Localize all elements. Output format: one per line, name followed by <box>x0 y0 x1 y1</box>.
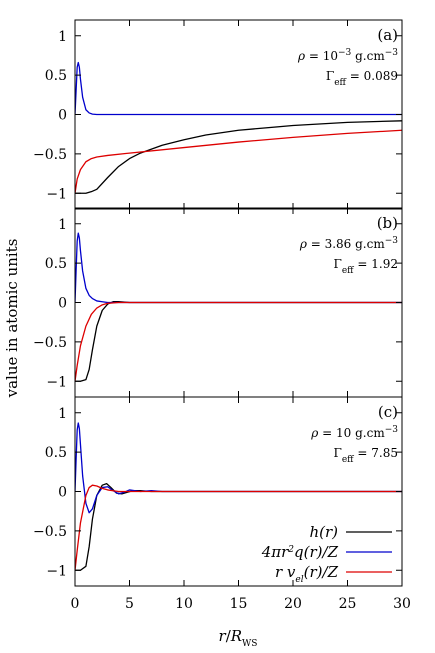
y-tick-label: 0 <box>58 108 67 124</box>
x-tick-label: 5 <box>125 596 134 612</box>
x-tick-label: 0 <box>71 596 80 612</box>
density-annotation: ρ = 3.86 g.cm−3 <box>299 236 398 251</box>
series-line <box>75 301 402 382</box>
series-line <box>75 129 402 194</box>
series-line <box>75 301 402 382</box>
density-annotation: ρ = 10−3 g.cm−3 <box>297 48 398 63</box>
y-tick-label: 0 <box>58 485 67 501</box>
panel-tag: (b) <box>377 214 398 232</box>
y-tick-label: −1 <box>46 563 67 579</box>
y-tick-label: 0.5 <box>45 445 67 461</box>
series-line <box>75 482 402 571</box>
y-tick-label: −0.5 <box>33 335 67 351</box>
chart-legend: h(r) 4πr2q(r)/Z r vel(r)/Z <box>261 523 392 585</box>
x-tick-label: 25 <box>339 596 357 612</box>
panel-3: −1−0.500.510 5 10 15 20 25 30(c)ρ = 10 g.cm−3Γ… <box>33 396 411 612</box>
legend-label: h(r) <box>309 523 338 541</box>
series-line <box>75 232 402 304</box>
y-tick-label: 0.5 <box>45 68 67 84</box>
gamma-annotation: Γeff = 0.089 <box>326 69 398 88</box>
series-line <box>75 484 402 571</box>
x-tick-label: 15 <box>230 596 248 612</box>
y-tick-label: 1 <box>58 406 67 422</box>
y-tick-label: −1 <box>46 186 67 202</box>
x-tick-label: 30 <box>393 596 411 612</box>
y-tick-label: 1 <box>58 29 67 45</box>
panel-tag: (c) <box>378 403 398 421</box>
gamma-annotation: Γeff = 7.85 <box>334 446 398 465</box>
panel-1: −1 −0.5 0 0.5 1 (a) ρ = 10−3 g.cm−3 Γeff = 0.08… <box>33 19 403 210</box>
series-line <box>75 61 402 116</box>
x-tick-label: 10 <box>175 596 193 612</box>
density-annotation: ρ = 10 g.cm−3 <box>310 425 398 440</box>
y-tick-label: 0.5 <box>45 256 67 272</box>
y-tick-label: 1 <box>58 217 67 233</box>
legend-label: r vel(r)/Z <box>275 563 339 585</box>
gamma-annotation: Γeff = 1.92 <box>334 257 398 276</box>
x-tick-label: 20 <box>284 596 302 612</box>
panel-tag: (a) <box>377 26 398 44</box>
legend-label: 4πr2q(r)/Z <box>261 543 339 561</box>
x-axis-label: r/RWS <box>219 627 258 649</box>
y-tick-label: −1 <box>46 374 67 390</box>
panel-2: −1 −0.5 0 0.5 1 (b) ρ = 3.86 g.cm−3 Γeff = 1.92 <box>33 207 403 398</box>
series-line <box>75 120 402 194</box>
y-tick-label: −0.5 <box>33 524 67 540</box>
y-axis-label: value in atomic units <box>3 239 21 399</box>
chart-panels: −1 −0.5 0 0.5 1 (a) ρ = 10−3 g.cm−3 Γeff = 0.08… <box>33 19 411 612</box>
y-tick-label: 0 <box>58 296 67 312</box>
y-tick-label: −0.5 <box>33 147 67 163</box>
